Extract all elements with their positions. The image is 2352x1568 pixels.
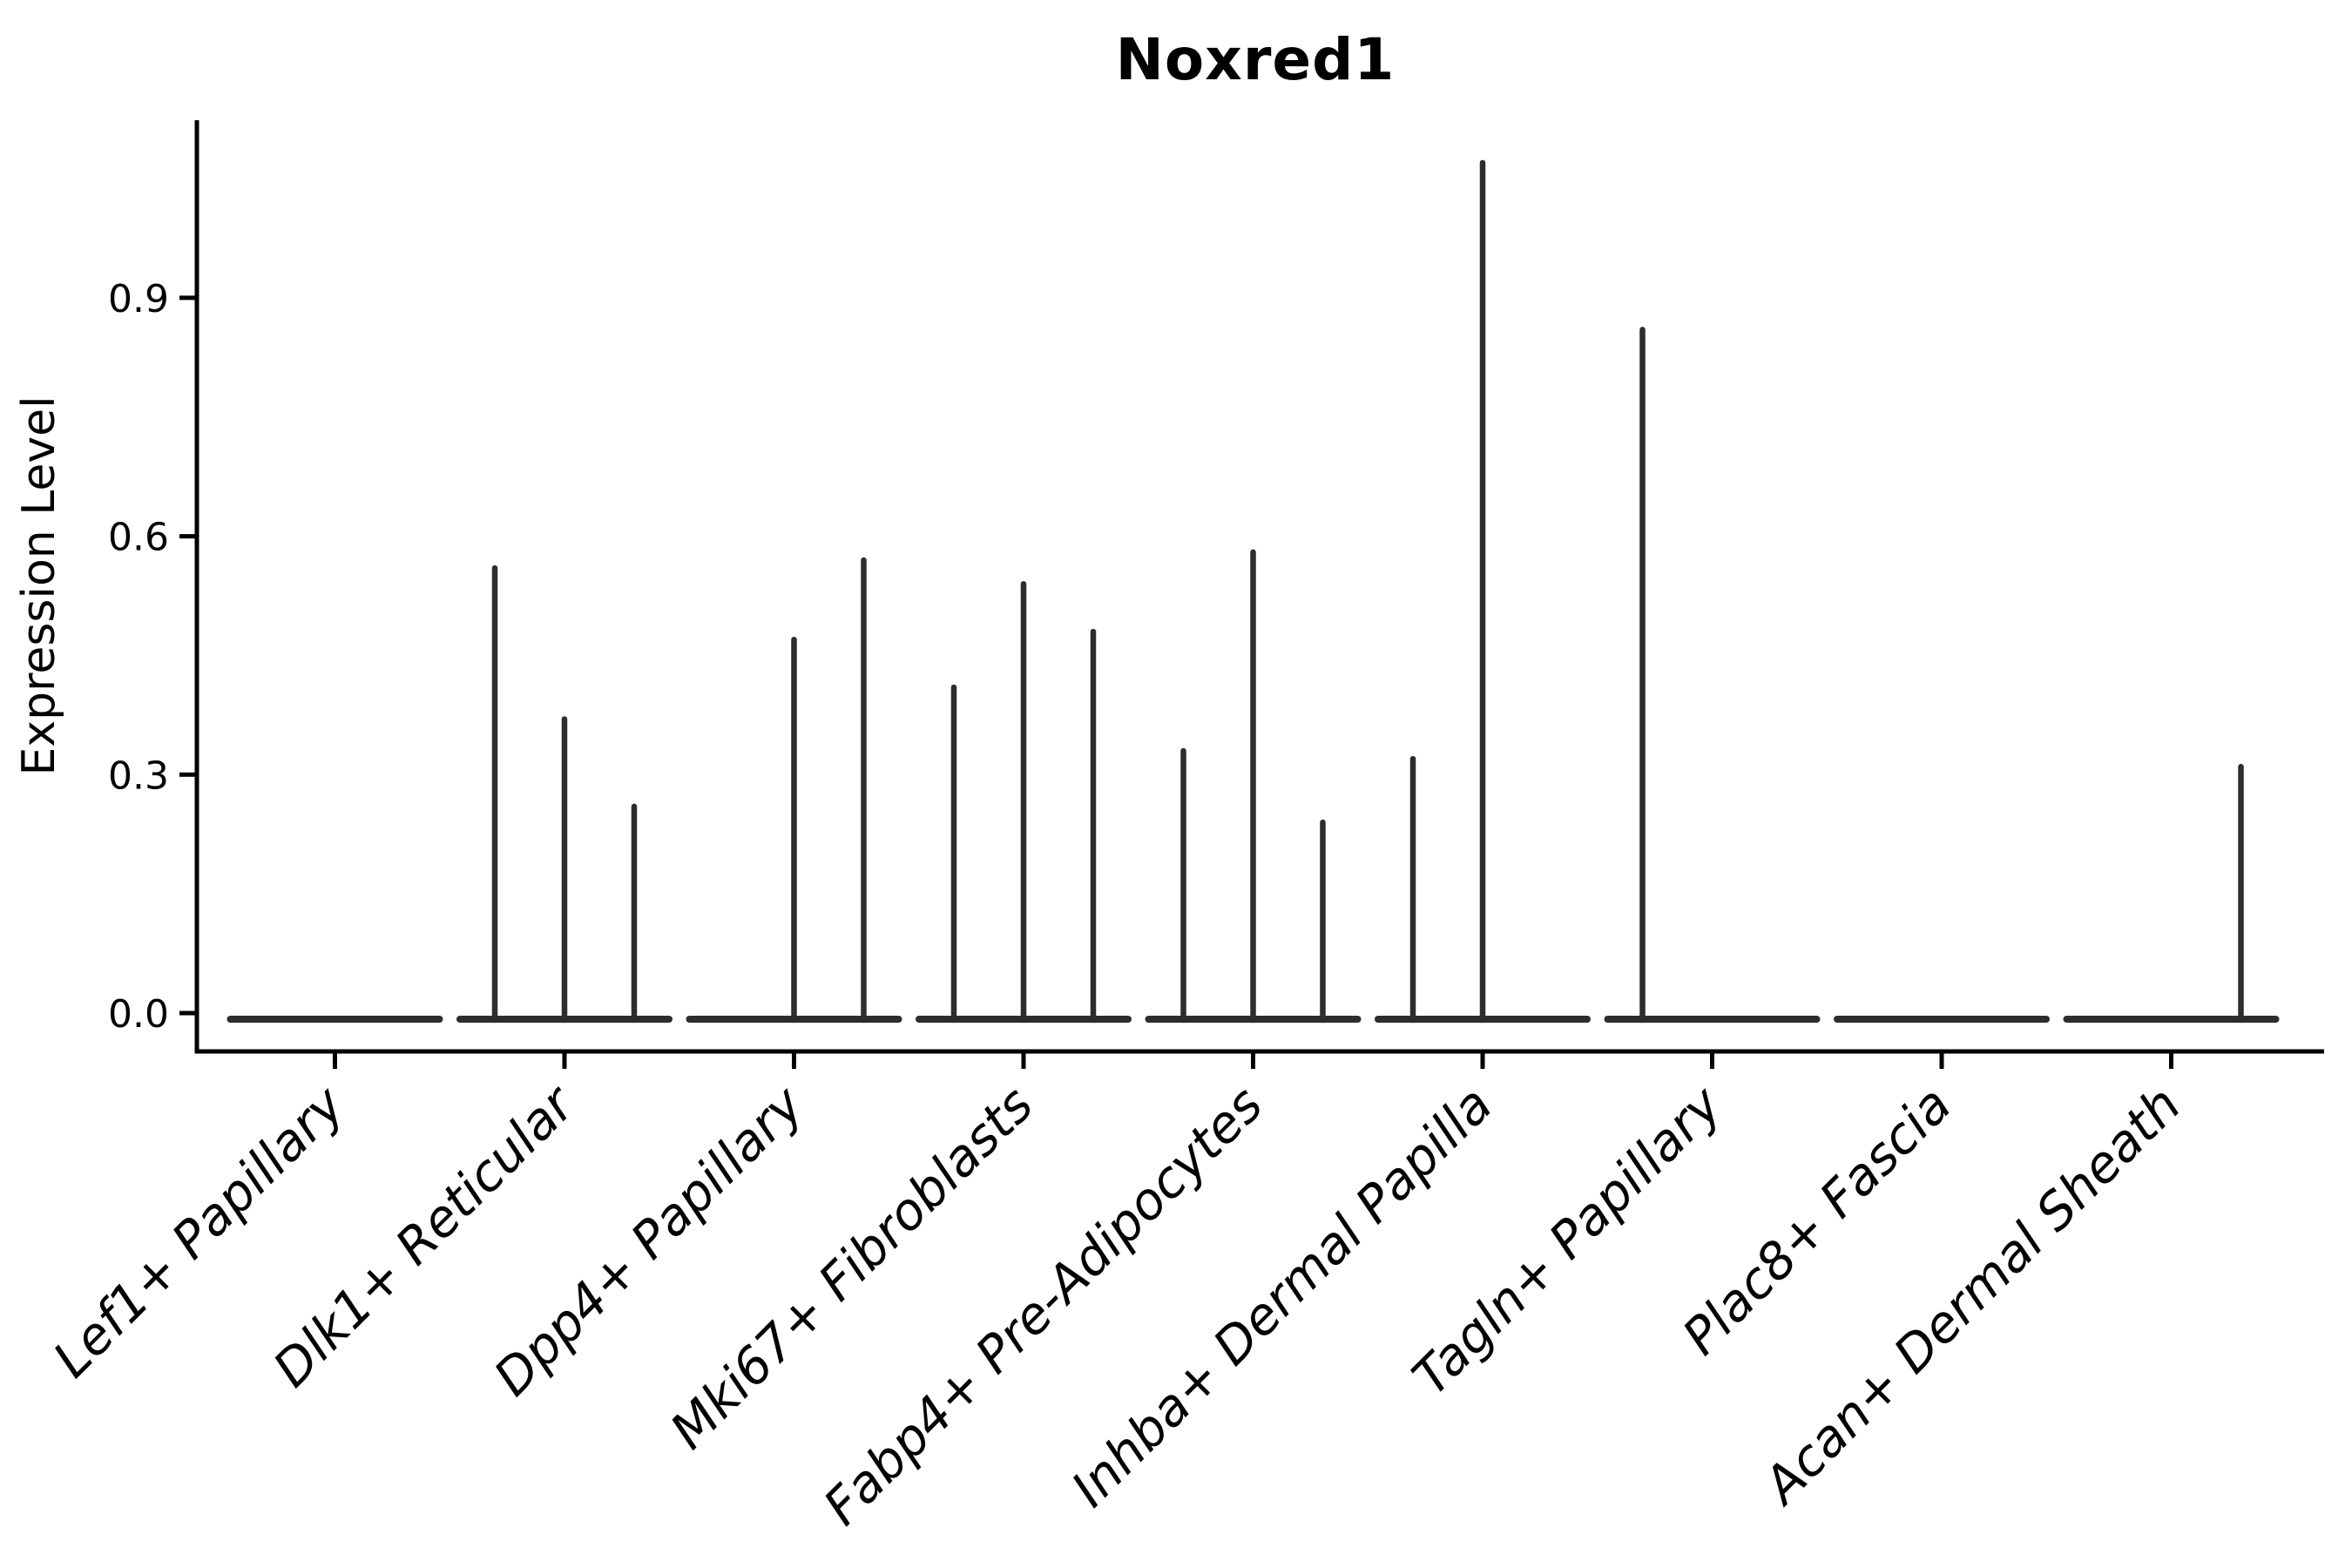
y-tick-label: 0.9 <box>108 277 169 321</box>
x-axis-label: Fabp4+ Pre-Adipocytes <box>812 1075 1274 1537</box>
y-tick-label: 0.6 <box>108 516 169 560</box>
y-tick-label: 0.0 <box>108 992 169 1037</box>
y-tick-label: 0.3 <box>108 754 169 798</box>
chart-title: Noxred1 <box>1115 26 1396 93</box>
x-axis-label: Inhba+ Dermal Papilla <box>1060 1075 1504 1518</box>
y-axis-title: Expression Level <box>13 395 65 775</box>
x-axis-label: Acan+ Dermal Sheath <box>1750 1075 2193 1517</box>
